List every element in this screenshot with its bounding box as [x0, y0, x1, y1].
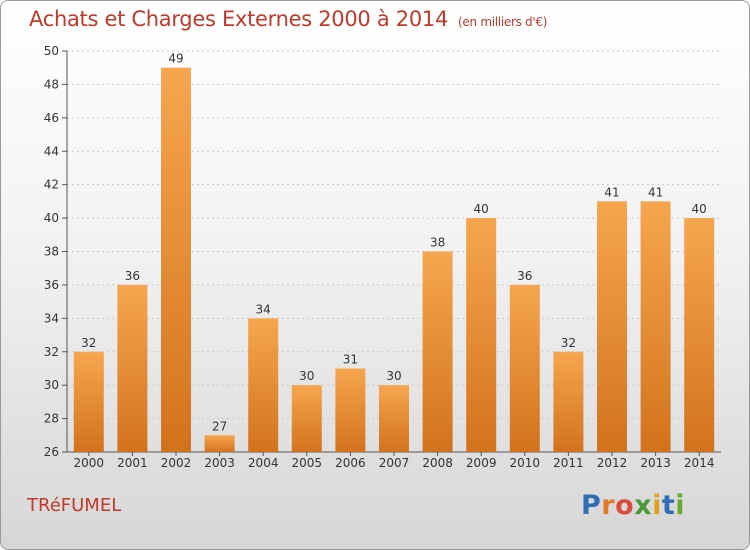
- data-label: 41: [648, 185, 663, 199]
- bar: [379, 385, 409, 452]
- logo-letter: o: [615, 490, 635, 521]
- x-tick-label: 2001: [117, 456, 148, 470]
- x-tick-label: 2010: [510, 456, 541, 470]
- y-tick-label: 36: [44, 278, 59, 292]
- data-label: 49: [168, 52, 183, 66]
- y-tick-label: 48: [44, 77, 59, 91]
- x-tick-label: 2003: [204, 456, 235, 470]
- x-tick-label: 2011: [553, 456, 584, 470]
- bar: [291, 385, 322, 452]
- commune-name: TRéFUMEL: [27, 495, 122, 516]
- x-tick-label: 2014: [684, 456, 715, 470]
- chart-title: Achats et Charges Externes 2000 à 2014 (e…: [29, 7, 547, 31]
- data-label: 32: [561, 336, 576, 350]
- x-tick-label: 2012: [597, 456, 628, 470]
- y-tick-label: 26: [44, 445, 59, 459]
- logo-letter: x: [634, 490, 653, 521]
- bar: [117, 284, 148, 452]
- logo-letter: P: [581, 490, 602, 521]
- logo-letter: r: [601, 490, 616, 521]
- chart-subtitle: (en milliers d'€): [458, 15, 548, 29]
- data-label: 38: [430, 236, 445, 250]
- data-label: 27: [212, 419, 227, 433]
- x-tick-label: 2006: [335, 456, 366, 470]
- y-tick-label: 34: [44, 311, 59, 325]
- bar: [640, 201, 671, 452]
- y-tick-label: 40: [44, 211, 59, 225]
- y-tick-label: 44: [44, 144, 59, 158]
- bar: [466, 218, 497, 452]
- data-label: 34: [256, 302, 271, 316]
- bar: [422, 251, 453, 452]
- y-tick-label: 28: [44, 412, 59, 426]
- logo-letter: i: [652, 490, 662, 521]
- data-label: 40: [474, 202, 489, 216]
- bar: [161, 67, 191, 452]
- data-label: 32: [81, 336, 96, 350]
- y-tick-label: 42: [44, 178, 59, 192]
- logo-letter: t: [661, 490, 676, 521]
- bar: [509, 284, 540, 452]
- data-label: 41: [604, 185, 619, 199]
- y-tick-label: 46: [44, 111, 59, 125]
- x-tick-label: 2002: [161, 456, 192, 470]
- y-tick-label: 30: [44, 378, 59, 392]
- x-tick-label: 2009: [466, 456, 497, 470]
- bar: [73, 351, 104, 452]
- data-label: 36: [517, 269, 532, 283]
- bar: [248, 318, 279, 452]
- bar: [684, 218, 715, 452]
- x-tick-label: 2000: [74, 456, 105, 470]
- y-tick-label: 32: [44, 345, 59, 359]
- proxiti-logo: Proxiti: [581, 490, 685, 521]
- bar: [553, 351, 584, 452]
- logo-letter: i: [675, 490, 686, 521]
- x-tick-label: 2013: [640, 456, 671, 470]
- data-label: 36: [125, 269, 140, 283]
- chart-title-text: Achats et Charges Externes 2000 à 2014: [29, 7, 449, 31]
- x-tick-label: 2007: [379, 456, 410, 470]
- bar: [204, 435, 235, 452]
- data-label: 31: [343, 352, 358, 366]
- x-tick-label: 2005: [292, 456, 323, 470]
- bar: [597, 201, 627, 452]
- data-label: 30: [299, 369, 314, 383]
- data-label: 30: [386, 369, 401, 383]
- bar: [335, 368, 366, 452]
- x-tick-label: 2004: [248, 456, 279, 470]
- data-label: 40: [692, 202, 707, 216]
- y-tick-label: 50: [44, 44, 59, 58]
- x-tick-label: 2008: [422, 456, 453, 470]
- y-tick-label: 38: [44, 245, 59, 259]
